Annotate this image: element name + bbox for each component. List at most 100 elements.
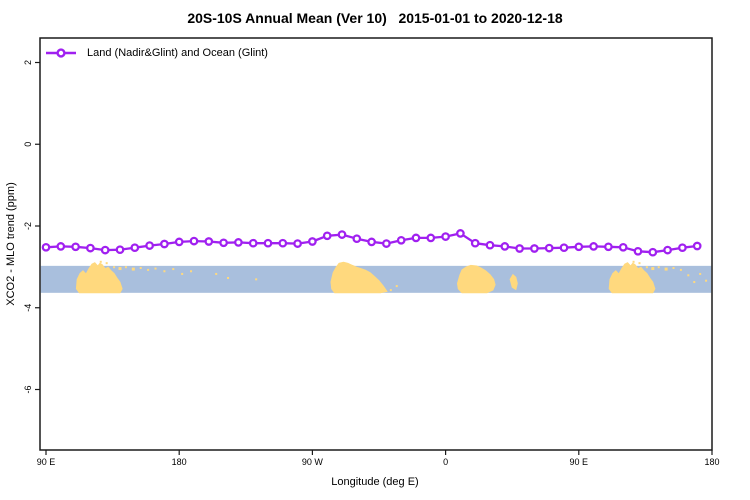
data-point-marker: [456, 229, 465, 238]
map-strip-landmass: [509, 273, 518, 291]
x-tick-label: 90 W: [302, 457, 324, 467]
map-strip-island: [395, 285, 398, 288]
data-point-marker: [648, 247, 658, 257]
plot-frame: [39, 37, 713, 451]
data-point-marker: [633, 246, 643, 256]
legend-line-sample-icon: [46, 48, 76, 58]
data-point-marker: [663, 245, 672, 255]
data-point-marker: [145, 241, 154, 250]
data-point-marker: [485, 240, 495, 250]
map-strip-island: [693, 281, 696, 284]
data-point-marker: [189, 236, 199, 246]
data-point-marker: [219, 238, 228, 248]
data-point-marker: [204, 237, 214, 246]
data-point-marker: [56, 242, 66, 251]
map-strip-island: [139, 267, 142, 270]
map-strip-island: [389, 289, 392, 292]
data-point-marker: [263, 238, 273, 248]
map-strip-landmass: [330, 261, 388, 294]
x-tick-label: 90 E: [570, 457, 589, 467]
map-strip-landmass: [75, 262, 123, 294]
data-point-marker: [396, 235, 406, 245]
map-strip-island: [651, 267, 655, 271]
data-point-marker: [71, 242, 80, 252]
data-point-marker: [692, 241, 702, 251]
data-point-marker: [86, 243, 95, 253]
map-strip-island: [124, 266, 127, 269]
data-point-marker: [130, 243, 140, 253]
data-point-marker: [308, 237, 317, 246]
data-point-marker: [589, 242, 598, 251]
map-strip-island: [679, 268, 682, 271]
data-point-marker: [293, 239, 302, 248]
map-strip-island: [99, 260, 102, 263]
map-strip-island: [154, 267, 157, 270]
map-strip-island: [147, 268, 150, 271]
x-tick-label: 180: [704, 457, 719, 467]
map-strip-island: [227, 276, 230, 279]
y-tick-label: -2: [23, 222, 33, 230]
data-point-marker: [604, 242, 613, 252]
map-strip-island: [255, 278, 258, 281]
map-strip-island: [181, 272, 184, 275]
data-point-marker: [426, 233, 436, 243]
map-strip-island: [687, 274, 690, 277]
data-point-marker: [441, 232, 450, 241]
map-strip-island: [699, 272, 702, 275]
data-point-marker: [41, 242, 51, 252]
map-strip-island: [172, 268, 175, 271]
map-strip-island: [131, 267, 135, 271]
map-strip-island: [105, 262, 108, 265]
map-strip-island: [215, 272, 218, 275]
map-strip-island: [113, 266, 116, 269]
map-strip-island: [118, 267, 122, 271]
data-point-marker: [322, 231, 332, 241]
x-tick-label: 0: [443, 457, 448, 467]
y-tick-label: -6: [23, 385, 33, 393]
data-point-marker: [337, 230, 347, 239]
data-point-marker: [115, 245, 125, 255]
data-point-marker: [574, 242, 584, 252]
map-strip-island: [705, 279, 708, 282]
data-point-marker: [559, 243, 569, 253]
legend-label: Land (Nadir&Glint) and Ocean (Glint): [87, 47, 268, 59]
data-point-marker: [544, 243, 554, 253]
y-tick-label: -4: [23, 304, 33, 312]
map-strip-island: [163, 270, 166, 273]
map-strip-island: [672, 267, 675, 270]
y-tick-label: 2: [23, 60, 33, 65]
x-tick-label: 90 E: [37, 457, 56, 467]
data-point-marker: [367, 237, 376, 247]
x-tick-label: 180: [172, 457, 187, 467]
data-point-marker: [278, 238, 288, 248]
chart-title: 20S-10S Annual Mean (Ver 10) 2015-01-01 …: [187, 10, 563, 26]
map-strip-island: [638, 262, 641, 265]
map-strip-island: [645, 266, 648, 269]
data-point-marker: [678, 243, 687, 253]
y-tick-label: 0: [23, 142, 33, 147]
data-point-marker: [515, 244, 524, 253]
data-point-marker: [352, 234, 362, 244]
map-strip-island: [190, 270, 193, 273]
data-point-marker: [470, 238, 480, 248]
data-point-marker: [500, 242, 510, 251]
legend: Land (Nadir&Glint) and Ocean (Glint): [44, 46, 268, 60]
data-point-marker: [530, 244, 539, 253]
y-axis-title: XCO2 - MLO trend (ppm): [5, 182, 17, 306]
map-strip-landmass: [456, 264, 496, 294]
map-strip-island: [657, 266, 660, 269]
data-point-marker: [100, 245, 110, 255]
data-point-marker: [618, 242, 628, 252]
data-point-marker: [174, 237, 184, 247]
data-point-marker: [411, 233, 421, 243]
map-strip-island: [664, 267, 668, 271]
x-axis-title: Longitude (deg E): [331, 476, 419, 488]
data-point-marker: [382, 239, 391, 248]
map-strip-landmass: [608, 262, 656, 294]
map-strip-island: [632, 260, 635, 263]
data-point-marker: [160, 239, 169, 249]
data-point-marker: [234, 238, 243, 247]
data-point-marker: [248, 238, 258, 248]
